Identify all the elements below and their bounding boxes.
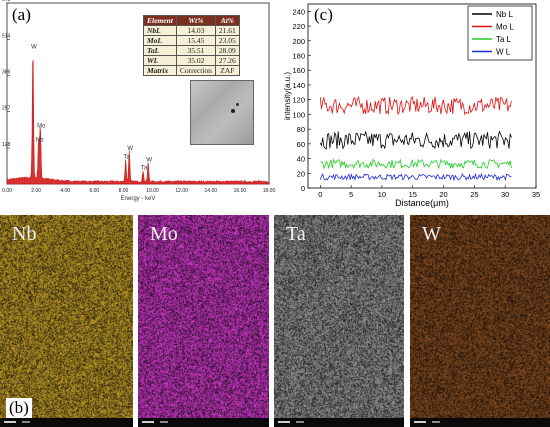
line-scan-y-tick-label: 60 [297,140,305,149]
line-scan-legend: Nb L Mo L Ta L W L [467,5,533,61]
line-scan-x-tick-label: 10 [378,190,386,199]
table-row: NbL 14.03 21.61 [143,25,240,36]
line-scan-series [320,158,512,170]
spectrum-x-tick-label: 14.00 [205,188,218,194]
spectrum-x-tick-label: 2.00 [31,188,41,194]
line-scan-y-tick-label: 220 [292,22,305,31]
spectrum-peak-label: W [146,157,152,163]
table-row: Matrix Correction ZAF [143,65,240,76]
w-map-canvas [410,215,550,427]
table-header-wt: Wt% [175,15,216,26]
line-scan-y-tick-label: 200 [292,37,305,46]
spectrum-y-tick-label: 386 [2,69,11,75]
line-scan-y-tick-label: 40 [297,155,305,164]
map-tile-w: W [410,215,550,427]
spectrum-peak-label: Mo [37,124,46,130]
map-label-mo: Mo [150,223,178,245]
spectrum-x-tick-label: 8.00 [119,188,129,194]
ta-map-canvas [274,215,404,427]
spectrum-y-tick-label: 128 [2,142,11,148]
line-scan-series [319,95,512,116]
legend-label: Ta L [496,35,512,44]
panel-label-a: (a) [12,5,31,24]
line-scan-chart: (c) 0 20 40 60 80 100 120 140 160 180 200 220 240 0 5… [283,3,540,208]
line-scan-y-tick-label: 140 [292,81,305,90]
legend-label: Mo L [496,23,514,32]
line-scan-x-tick-label: 25 [470,190,478,199]
spectrum-x-tick-label: 6.00 [89,188,99,194]
map-scale-bar [410,418,550,427]
line-scan-y-tick-label: 80 [297,125,305,134]
map-tile-ta: Ta [274,215,404,427]
map-scale-bar [274,418,404,427]
line-scan-x-tick-label: 20 [439,190,447,199]
line-scan-y-tick-label: 120 [292,96,305,105]
spectrum-x-tick-label: 4.00 [60,188,70,194]
spectrum-x-tick-label: 0.00 [2,188,12,194]
line-scan-series [319,130,512,150]
table-header-at: At% [214,15,240,26]
line-scan-x-tick-label: 0 [318,190,322,199]
map-label-ta: Ta [286,223,306,245]
line-scan-x-tick-label: 15 [409,190,417,199]
spectrum-peak-label: W [31,45,37,51]
line-scan-frame [307,3,537,189]
map-label-w: W [422,223,441,245]
line-scan-y-tick-label: 240 [292,7,305,16]
spectrum-y-tick-label: 514 [2,33,11,39]
nb-map-canvas [0,215,133,427]
composition-table: Element Wt% At% NbL 14.03 21.61 MoL 15.4… [143,15,240,76]
spectrum-peak-label: Ta [141,166,148,172]
line-scan-x-tick-label: 35 [532,190,540,199]
line-scan-x-tick-label: 5 [349,190,353,199]
spectrum-x-tick-label: 18.00 [263,188,276,194]
line-scan-y-tick-label: 160 [292,66,305,75]
spectrum-x-tick-label: 16.00 [234,188,247,194]
mo-map-canvas [138,215,269,427]
spectrum-x-tick-label: 12.00 [175,188,188,194]
panel-label-c: (c) [314,5,333,24]
spectrum-x-label: Energy - keV [121,196,156,202]
map-scale-bar [138,418,269,427]
spectrum-trace [6,59,270,185]
sem-micrograph-inset [190,80,254,145]
line-scan-y-tick-label: 0 [301,184,305,193]
legend-label: W L [496,48,511,57]
map-tile-mo: Mo [138,215,269,427]
table-row: WL 35.02 27.26 [143,55,240,66]
line-scan-y-tick-label: 100 [292,110,305,119]
line-scan-series [319,172,512,182]
line-scan-y-tick-label: 20 [297,169,305,178]
legend-label: Nb L [496,10,513,19]
spectrum-peak-label: Ta [123,154,130,160]
spectrum-y-tick-label: 257 [2,106,11,112]
line-scan-x-tick-label: 30 [501,190,509,199]
panel-label-b: (b) [9,398,29,417]
panel-label-b-box: (b) [6,398,32,418]
line-scan-y-tick-label: 180 [292,52,305,61]
table-row: TaL 35.51 28.09 [143,45,240,56]
map-scale-bar [0,418,133,427]
spectrum-x-tick-label: 10.00 [146,188,159,194]
spectrum-peak-label: Nb [36,138,44,144]
map-tile-nb: Nb [0,215,133,427]
table-row: MoL 15.45 23.05 [143,35,240,46]
table-header-element: Element [143,15,177,26]
spectrum-y-tick-label: 643 [2,0,11,3]
spectrum-peak-label: W [127,146,133,152]
map-label-nb: Nb [12,223,37,245]
line-scan-x-label: Distance(μm) [395,198,449,208]
line-scan-y-label: intensity(a.u.) [283,72,292,120]
